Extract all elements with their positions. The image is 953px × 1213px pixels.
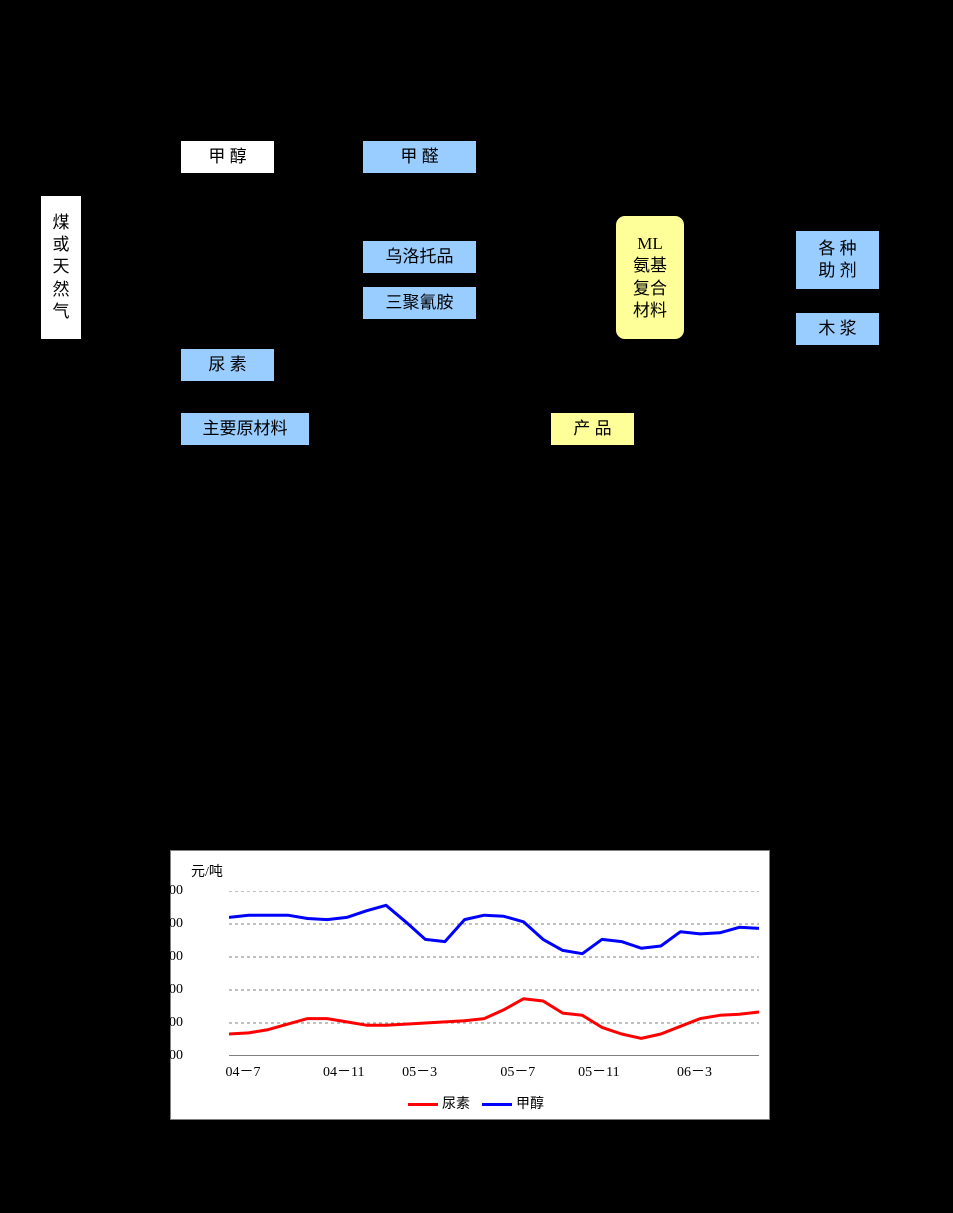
x-tick-label: 05－7 (500, 1061, 535, 1081)
legend-swatch (408, 1103, 438, 1106)
y-axis-title: 元/吨 (191, 861, 223, 881)
node-product: 产 品 (550, 412, 635, 446)
chart-svg (229, 891, 759, 1056)
y-tick-label: 1800 (155, 1015, 183, 1031)
y-tick-label: 3000 (155, 883, 183, 899)
y-tick-label: 2100 (155, 982, 183, 998)
y-tick-label: 2700 (155, 916, 183, 932)
x-tick-label: 05－11 (578, 1061, 619, 1081)
node-additives: 各 种助 剂 (795, 230, 880, 290)
y-tick-label: 1500 (155, 1048, 183, 1064)
chart-legend: 尿素 甲醇 (171, 1093, 769, 1113)
x-tick-label: 05－3 (402, 1061, 437, 1081)
x-tick-label: 06－3 (677, 1061, 712, 1081)
plot-area (229, 891, 759, 1056)
legend-label: 尿素 (442, 1097, 470, 1112)
legend-swatch (482, 1103, 512, 1106)
y-tick-label: 2400 (155, 949, 183, 965)
legend-label: 甲醇 (516, 1097, 544, 1112)
node-urotropin: 乌洛托品 (362, 240, 477, 274)
node-methanol: 甲 醇 (180, 140, 275, 174)
node-ml_comp: ML氨基复合材料 (615, 215, 685, 340)
price-chart: 元/吨 150018002100240027003000 04－704－1105… (170, 850, 770, 1120)
flowchart-canvas: 煤或天然气 甲 醇尿 素主要原材料 甲 醛乌洛托品三聚氰胺 ML氨基复合材料产 品 各 … (0, 60, 953, 460)
node-woodpulp: 木 浆 (795, 312, 880, 346)
x-tick-label: 04－7 (226, 1061, 261, 1081)
x-tick-label: 04－11 (323, 1061, 364, 1081)
node-raw_mat: 主要原材料 (180, 412, 310, 446)
node-melamine: 三聚氰胺 (362, 286, 477, 320)
node-urea: 尿 素 (180, 348, 275, 382)
node-methanal: 甲 醛 (362, 140, 477, 174)
node-coal_gas: 煤或天然气 (40, 195, 82, 340)
